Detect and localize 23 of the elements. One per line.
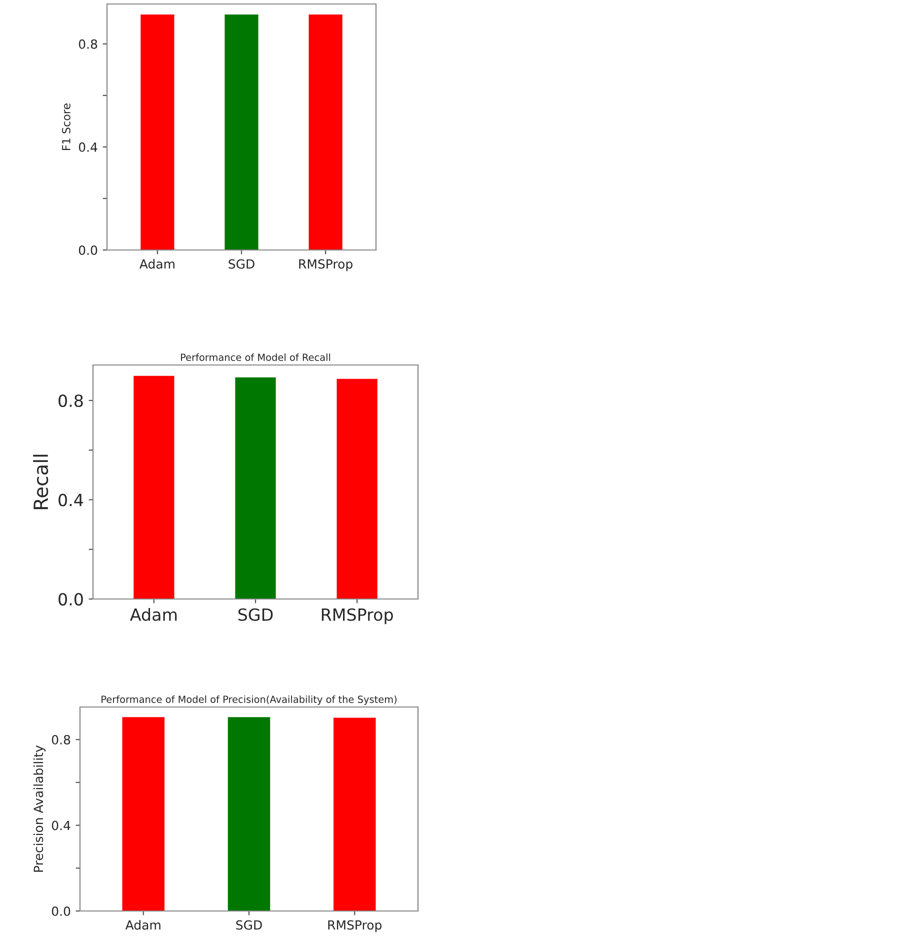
y-tick-label: 0.4 xyxy=(58,494,84,506)
y-tick-label: 0.4 xyxy=(78,142,98,152)
x-tick-label: SGD xyxy=(236,920,262,930)
y-axis-title: F1 Score xyxy=(62,104,70,150)
x-tick-label: Adam xyxy=(139,259,174,269)
y-tick-label: 0.0 xyxy=(78,245,98,255)
y-tick-label: 0.0 xyxy=(52,906,70,916)
y-tick-label: 0.8 xyxy=(58,394,83,408)
x-tick-label: SGD xyxy=(228,259,254,269)
y-axis-title: Precision Availability xyxy=(33,745,46,872)
x-tick-label: RMSProp xyxy=(322,608,393,624)
x-tick-label: Adam xyxy=(125,920,160,930)
y-tick-label: 0.8 xyxy=(78,39,98,49)
y-axis-title: Recall xyxy=(33,454,48,510)
x-tick-label: RMSProp xyxy=(299,259,352,272)
y-tick-label: 0.0 xyxy=(58,592,83,606)
x-tick-label: SGD xyxy=(238,608,273,621)
y-tick-label: 0.4 xyxy=(52,820,70,830)
chart-title: Performance of Model of Precision(Availability of the System) xyxy=(102,695,397,705)
chart-title: Performance of Model of Recall xyxy=(181,353,330,361)
x-tick-label: Adam xyxy=(130,608,177,621)
x-tick-label: RMSProp xyxy=(328,920,382,932)
y-tick-label: 0.8 xyxy=(52,735,70,744)
